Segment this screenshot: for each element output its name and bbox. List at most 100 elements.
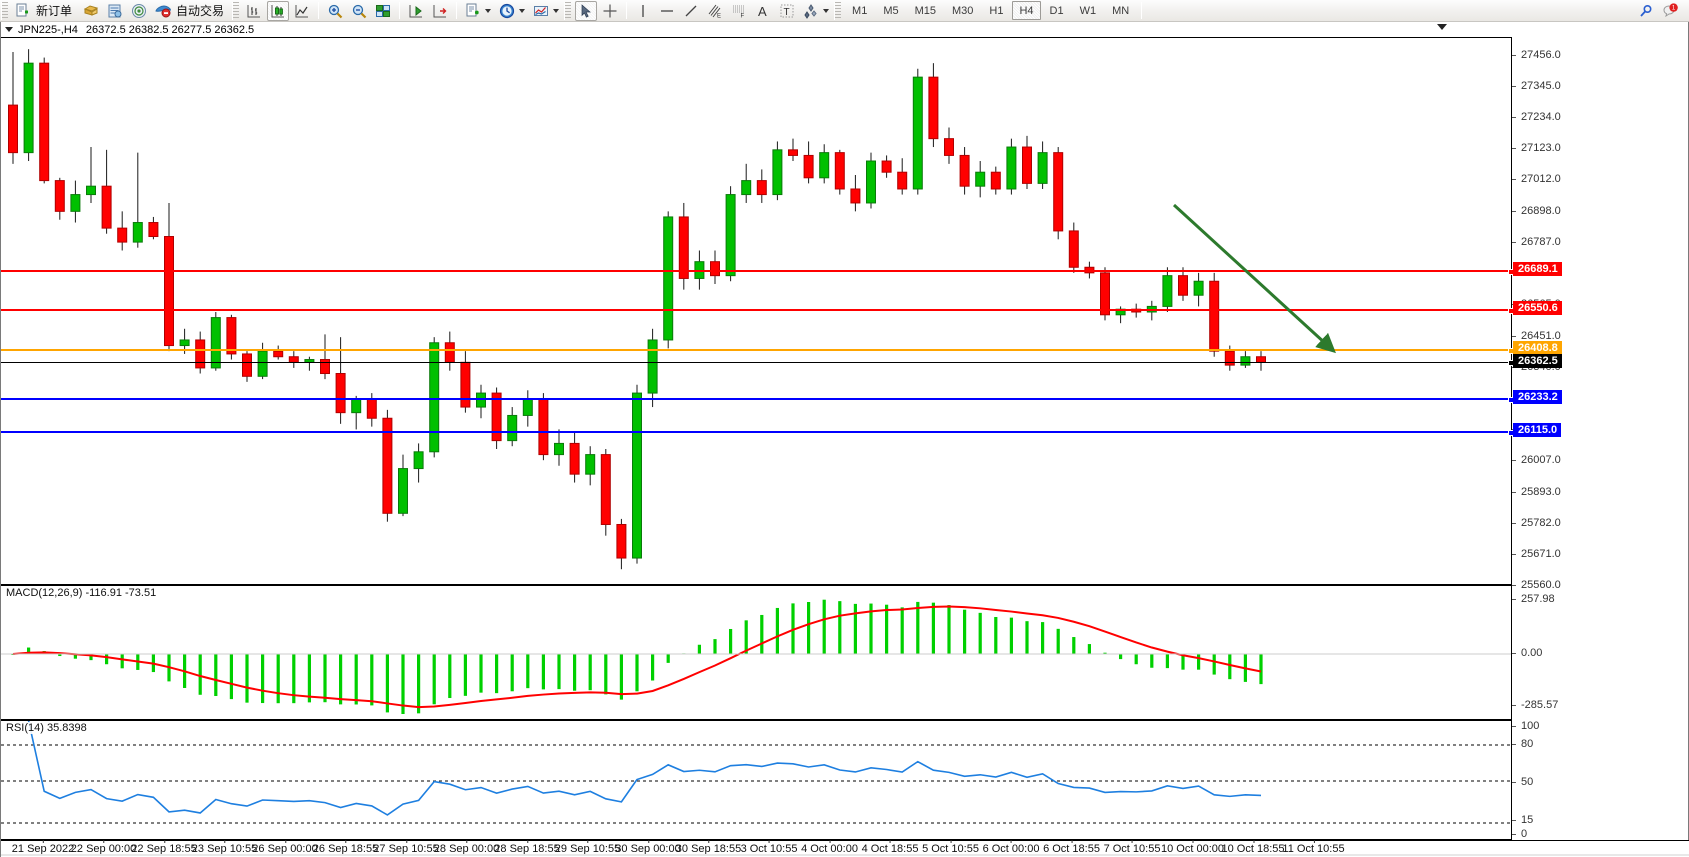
timeframe-m5[interactable]: M5	[883, 5, 899, 17]
alerts-button[interactable]: 1	[1659, 1, 1681, 21]
svg-text:T: T	[784, 7, 790, 18]
horizontal-line-button[interactable]	[656, 1, 678, 21]
toolbar-grip-3[interactable]	[564, 1, 572, 20]
chart-shift-button[interactable]	[405, 1, 427, 21]
price-badge-resistance-2[interactable]: 26550.6	[1513, 301, 1562, 316]
timeframe-d1[interactable]: D1	[1049, 5, 1064, 17]
chevron-down-icon[interactable]	[5, 27, 13, 32]
svg-text:F: F	[741, 13, 745, 19]
indicators-dropdown-arrow[interactable]	[553, 8, 560, 13]
fibonacci-button[interactable]: F	[728, 1, 750, 21]
signals-button[interactable]	[128, 1, 150, 21]
level-line-support-2[interactable]	[1, 429, 1513, 436]
horizontal-scrollbar[interactable]	[1, 854, 1689, 856]
price-tick: 25560.0	[1512, 579, 1561, 591]
macd-tick: 0.00	[1512, 647, 1542, 659]
period-button[interactable]	[496, 1, 528, 21]
timeframe-m30[interactable]: M30	[952, 5, 974, 17]
price-badge-resistance-1[interactable]: 26689.1	[1513, 262, 1562, 277]
macd-tick: 257.98	[1512, 593, 1555, 605]
rsi-tick: 50	[1512, 776, 1533, 788]
timeframe-m1[interactable]: M1	[852, 5, 868, 17]
shapes-dropdown-arrow[interactable]	[823, 8, 830, 13]
time-axis[interactable]: 21 Sep 2022 22 Sep 00:00 22 Sep 18:55 23 Se…	[1, 840, 1689, 857]
autotrading-label: 自动交易	[176, 4, 225, 18]
new-chart-dropdown-arrow[interactable]	[485, 8, 492, 13]
candlestick-series	[8, 49, 1266, 570]
line-chart-icon	[295, 4, 309, 17]
price-tick: 26898.0	[1512, 205, 1561, 217]
period-dropdown-arrow[interactable]	[519, 8, 526, 13]
crosshair-button[interactable]	[599, 1, 621, 21]
zoom-out-icon	[352, 4, 367, 18]
level-line-resistance-1[interactable]	[1, 269, 1513, 276]
price-badge-support-2[interactable]: 26115.0	[1513, 422, 1562, 437]
level-line-current-price[interactable]	[1, 359, 1513, 366]
expert-advisors-button[interactable]	[80, 1, 102, 21]
candlestick-chart-button[interactable]	[267, 0, 290, 21]
timeframe-w1[interactable]: W1	[1079, 5, 1097, 17]
line-chart-button[interactable]	[291, 1, 313, 21]
price-tick: 26451.0	[1512, 330, 1561, 342]
new-chart-button[interactable]	[462, 1, 494, 21]
toolbar-grip[interactable]	[1, 1, 8, 20]
level-handle[interactable]	[1508, 269, 1513, 276]
level-handle[interactable]	[1508, 347, 1513, 354]
cursor-button[interactable]	[575, 0, 598, 21]
toolbar-grip-4[interactable]	[834, 1, 842, 20]
tile-windows-button[interactable]	[372, 1, 394, 21]
zoom-out-button[interactable]	[348, 1, 370, 21]
level-handle[interactable]	[1508, 396, 1513, 403]
new-order-button[interactable]: 新订单	[12, 1, 78, 21]
level-handle[interactable]	[1508, 429, 1513, 436]
level-line-resistance-2[interactable]	[1, 308, 1513, 315]
text-label-button[interactable]: T	[776, 1, 798, 21]
auto-scroll-button[interactable]	[429, 1, 451, 21]
time-tick: 10 Oct 00:00	[1161, 840, 1224, 855]
toolbar-separator-2	[399, 2, 401, 19]
time-tick: 4 Oct 18:55	[861, 840, 919, 855]
zoom-in-button[interactable]	[324, 1, 346, 21]
new-order-label: 新订单	[36, 4, 73, 18]
autotrading-button[interactable]: 自动交易	[152, 1, 230, 21]
timeframe-m15[interactable]: M15	[914, 5, 936, 17]
trendline-button[interactable]	[680, 1, 702, 21]
timeframe-h4[interactable]: H4	[1012, 1, 1041, 20]
timeframe-mn[interactable]: MN	[1112, 5, 1130, 17]
time-tick: 28 Sep 18:55	[494, 840, 560, 855]
alert-badge-count: 1	[1672, 5, 1676, 11]
toolbar-grip-2[interactable]	[232, 1, 240, 20]
time-tick: 30 Sep 18:55	[675, 840, 742, 855]
vertical-line-button[interactable]	[632, 1, 654, 21]
rsi-pane[interactable]: RSI(14) 35.8398	[1, 720, 1513, 840]
price-axis[interactable]: 27456.0 27345.0 27234.0 27123.0 27012.0 26898…	[1511, 37, 1688, 840]
search-button[interactable]	[1635, 1, 1657, 21]
price-badge-current-price[interactable]: 26362.5	[1513, 353, 1562, 368]
bar-chart-button[interactable]	[243, 1, 265, 21]
chart-properties-arrow-icon[interactable]	[1437, 24, 1447, 30]
text-button[interactable]: A	[752, 1, 774, 21]
level-handle[interactable]	[1508, 308, 1513, 315]
price-badge-support-1[interactable]: 26233.2	[1513, 389, 1562, 404]
text-label-icon: T	[780, 4, 794, 18]
timeframe-h1[interactable]: H1	[989, 5, 1004, 17]
period-icon	[499, 3, 515, 18]
macd-pane[interactable]: MACD(12,26,9) -116.91 -73.51	[1, 585, 1513, 720]
time-tick: 22 Sep 00:00	[70, 840, 137, 855]
data-window-button[interactable]	[104, 1, 126, 21]
indicators-button[interactable]	[530, 1, 562, 21]
equidistant-channel-button[interactable]: E	[704, 1, 726, 21]
time-tick: 26 Sep 00:00	[252, 840, 318, 855]
trendline-icon	[685, 5, 697, 16]
level-line-pivot[interactable]	[1, 347, 1513, 354]
shapes-button[interactable]	[800, 1, 832, 21]
rsi-label: RSI(14) 35.8398	[5, 722, 88, 734]
time-tick: 21 Sep 2022	[11, 840, 75, 855]
price-pane[interactable]	[1, 37, 1513, 585]
price-badge-pivot[interactable]: 26408.8	[1513, 340, 1562, 355]
level-line-support-1[interactable]	[1, 396, 1513, 403]
equidistant-channel-icon: E	[708, 4, 721, 19]
rsi-series	[1, 721, 1513, 824]
bar-chart-icon	[247, 4, 261, 17]
level-handle[interactable]	[1508, 359, 1513, 366]
